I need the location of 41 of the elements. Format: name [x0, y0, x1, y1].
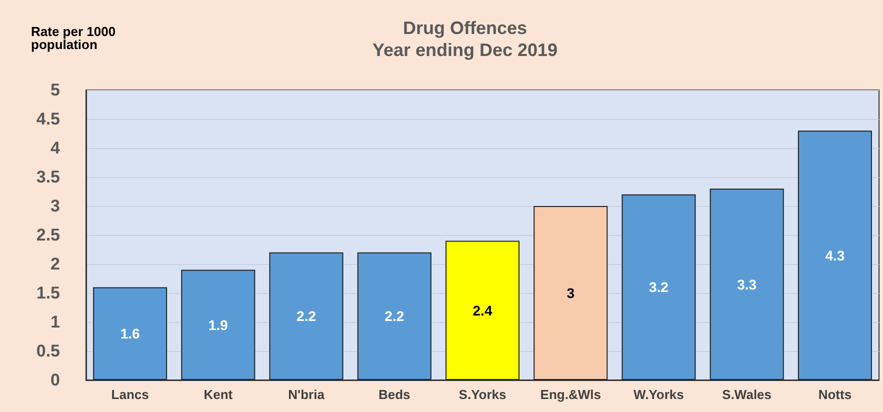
bar — [181, 270, 256, 380]
data-label: 3.2 — [648, 279, 669, 296]
bar — [798, 130, 872, 380]
y-tick-label: 3 — [50, 196, 60, 216]
x-tick-label: S.Yorks — [458, 387, 506, 402]
data-label: 4.3 — [825, 247, 845, 264]
data-label: 3.3 — [737, 276, 757, 292]
data-label: 3 — [566, 285, 575, 301]
chart-subtitle: Year ending Dec 2019 — [372, 40, 558, 60]
y-axis-title: Rate per 1000 population — [31, 24, 120, 52]
data-label: 2.4 — [472, 302, 492, 318]
data-label: 2.2 — [384, 308, 404, 324]
x-tick-label: Kent — [204, 387, 234, 402]
data-label: 2.2 — [296, 308, 316, 324]
data-label: 1.6 — [120, 326, 140, 342]
x-tick-label: Beds — [378, 387, 410, 402]
x-tick-label: W.Yorks — [634, 387, 684, 402]
y-tick-label: 4.5 — [36, 110, 60, 128]
y-tick-label: 5 — [50, 80, 60, 100]
y-tick-label: 0.5 — [36, 342, 60, 360]
data-label: 1.9 — [208, 316, 228, 333]
bar — [357, 252, 432, 380]
y-tick-label: 1 — [50, 312, 60, 332]
y-tick-label: 3.5 — [36, 168, 60, 186]
x-tick-label: N'bria — [288, 387, 326, 402]
bar — [93, 287, 168, 380]
x-tick-label: S.Wales — [722, 387, 772, 402]
x-tick-label: Lancs — [111, 387, 149, 402]
bar — [534, 206, 608, 380]
bar — [445, 240, 520, 380]
y-tick-label: 2.5 — [36, 226, 60, 244]
y-tick-label: 1.5 — [36, 284, 60, 302]
bar — [269, 252, 344, 380]
bar — [622, 194, 696, 380]
y-tick-label: 0 — [50, 370, 60, 390]
chart-title: Drug Offences — [402, 18, 528, 38]
y-tick-label: 4 — [50, 138, 61, 158]
x-tick-label: Eng.&Wls — [540, 387, 601, 402]
bar — [710, 188, 784, 380]
x-tick-label: Notts — [818, 387, 852, 402]
y-tick-label: 2 — [50, 254, 60, 274]
